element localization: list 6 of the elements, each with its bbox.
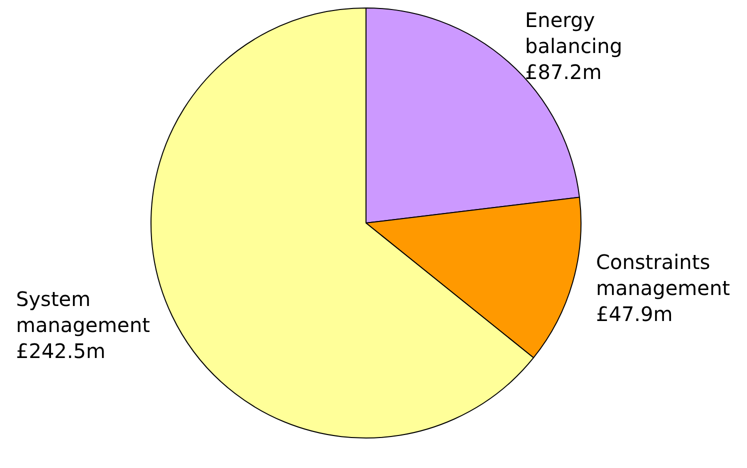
slice-label: System management bbox=[16, 287, 150, 337]
data-label: £242.5m bbox=[16, 339, 106, 363]
slice-label: Energy balancing bbox=[525, 8, 622, 58]
data-label: £47.9m bbox=[596, 302, 673, 326]
slice-label: Constraints management bbox=[596, 250, 730, 300]
data-label: £87.2m bbox=[525, 60, 602, 84]
